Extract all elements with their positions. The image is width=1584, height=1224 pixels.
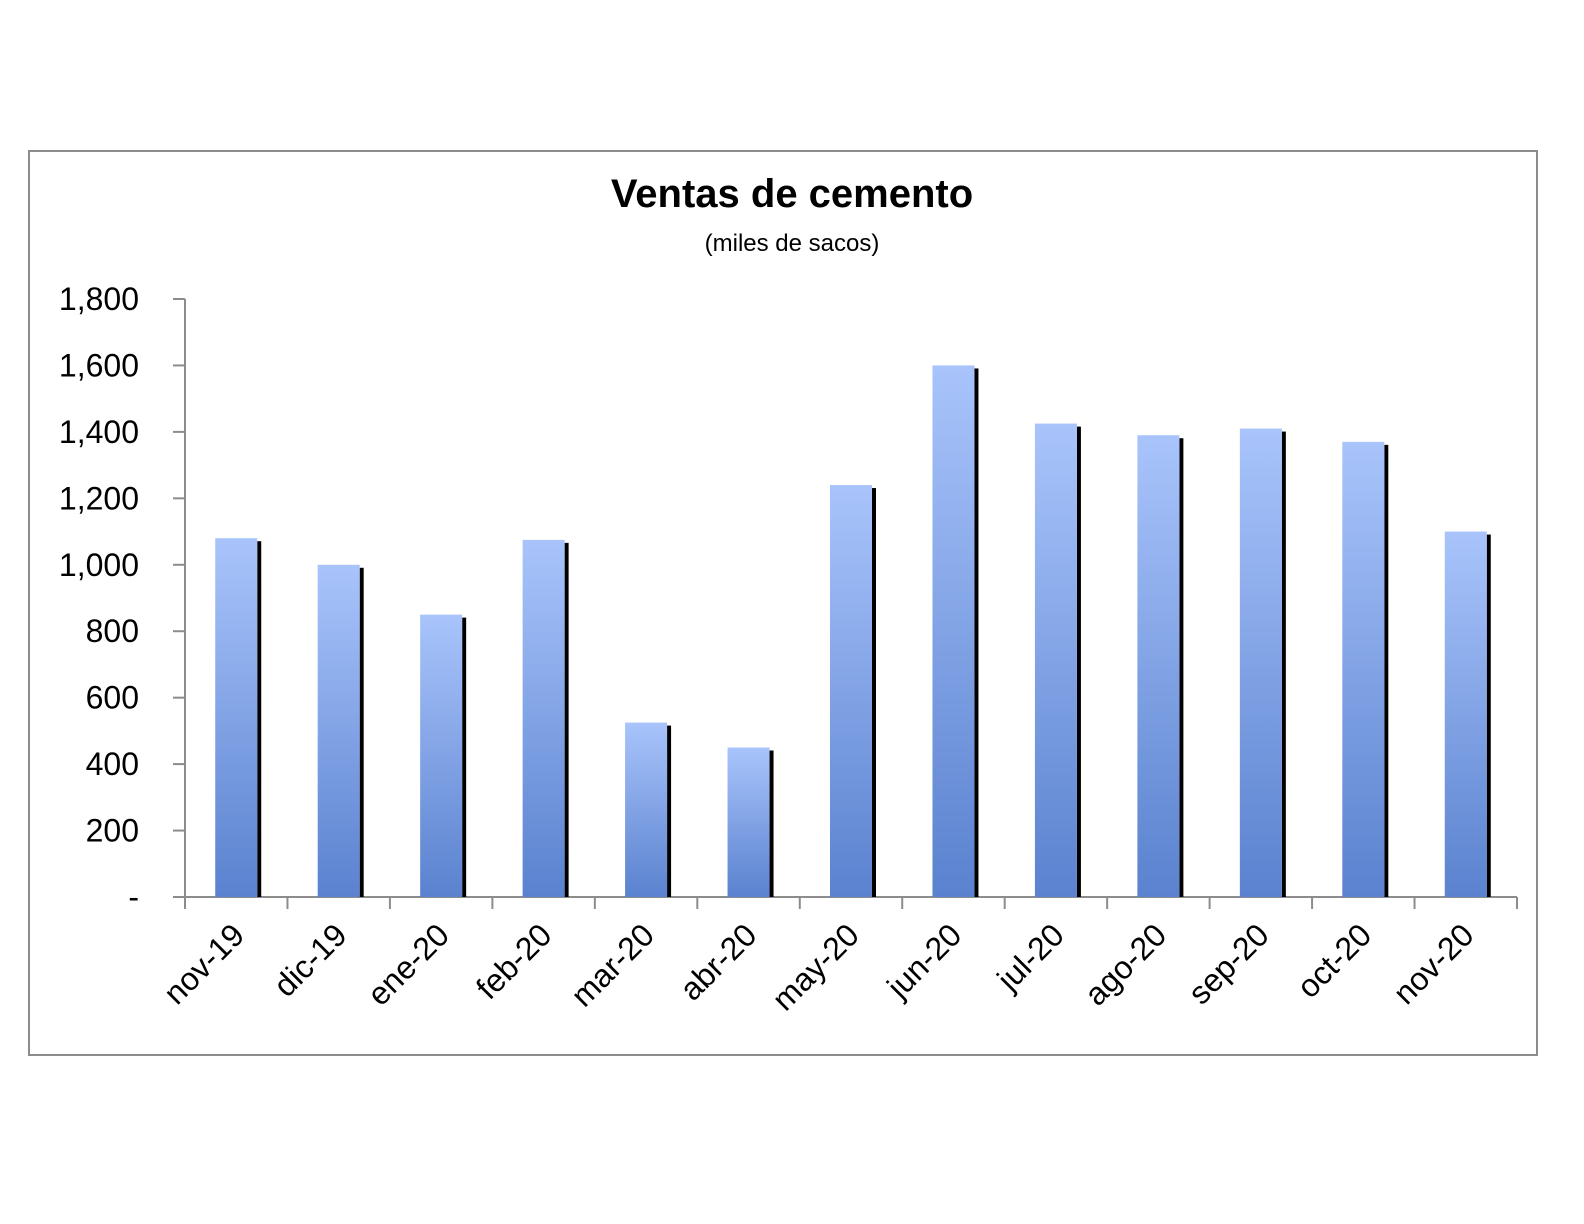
x-tick-label: sep-20 bbox=[1181, 916, 1276, 1011]
bar-shadow bbox=[769, 750, 774, 897]
y-tick-label: 800 bbox=[86, 613, 139, 649]
bar bbox=[1137, 435, 1180, 897]
bar bbox=[1444, 531, 1487, 897]
bar-shadow bbox=[1179, 438, 1184, 897]
y-tick-label: 1,200 bbox=[59, 480, 139, 516]
bar bbox=[830, 485, 872, 897]
x-tick-label: feb-20 bbox=[469, 916, 559, 1006]
y-tick-label: 1,400 bbox=[59, 414, 139, 450]
bar bbox=[932, 365, 975, 897]
chart-subtitle: (miles de sacos) bbox=[704, 230, 880, 257]
x-tick-label: oct-20 bbox=[1290, 916, 1378, 1004]
y-tick-label: 1,000 bbox=[59, 547, 139, 583]
bar-shadow bbox=[974, 368, 979, 897]
chart-title: Ventas de cemento bbox=[610, 172, 974, 216]
bar-shadow bbox=[1486, 534, 1491, 897]
bar bbox=[522, 539, 565, 897]
bar bbox=[317, 564, 360, 897]
x-tick-label: abr-20 bbox=[673, 916, 764, 1007]
bar bbox=[1034, 423, 1077, 897]
bar bbox=[1239, 428, 1282, 897]
bar-shadow bbox=[564, 542, 569, 897]
y-tick-label: 1,600 bbox=[59, 347, 139, 383]
y-tick-label: 600 bbox=[86, 680, 139, 716]
bar-shadow bbox=[1281, 431, 1286, 897]
bar bbox=[420, 614, 463, 897]
bar bbox=[215, 538, 258, 897]
y-tick-label: 1,800 bbox=[59, 281, 139, 317]
x-tick-label: ene-20 bbox=[360, 916, 456, 1012]
bar-shadow bbox=[1076, 426, 1081, 897]
y-tick-label: 400 bbox=[86, 746, 139, 782]
x-tick-label: dic-19 bbox=[267, 916, 354, 1003]
x-tick-label: mar-20 bbox=[564, 916, 661, 1013]
x-tick-label: may-20 bbox=[765, 916, 866, 1017]
y-tick-label: 200 bbox=[86, 813, 139, 849]
bar-shadow bbox=[257, 541, 262, 897]
bar bbox=[727, 747, 770, 897]
bar-shadow bbox=[462, 617, 467, 897]
bar-shadow bbox=[359, 567, 364, 897]
y-tick-label: - bbox=[128, 879, 139, 915]
y-axis: - 200 400 600 800 1,000 1,200 1,400 1,600 1,800 bbox=[59, 281, 186, 915]
bar bbox=[625, 722, 668, 897]
x-tick-label: jun-20 bbox=[879, 916, 968, 1005]
bar bbox=[1342, 441, 1385, 897]
x-tick-label: ago-20 bbox=[1077, 916, 1173, 1012]
bar-shadow bbox=[872, 488, 876, 897]
bar-shadow bbox=[667, 725, 672, 897]
x-axis: nov-19 dic-19 ene-20 feb-20 mar-20 abr-20 may-… bbox=[157, 896, 1518, 1017]
bar-shadow bbox=[1384, 444, 1389, 897]
bars bbox=[215, 365, 1491, 897]
x-tick-label: nov-20 bbox=[1386, 916, 1481, 1011]
chart-frame bbox=[28, 150, 1538, 1056]
x-tick-label: nov-19 bbox=[157, 916, 252, 1011]
x-tick-label: jul-20 bbox=[989, 916, 1071, 998]
